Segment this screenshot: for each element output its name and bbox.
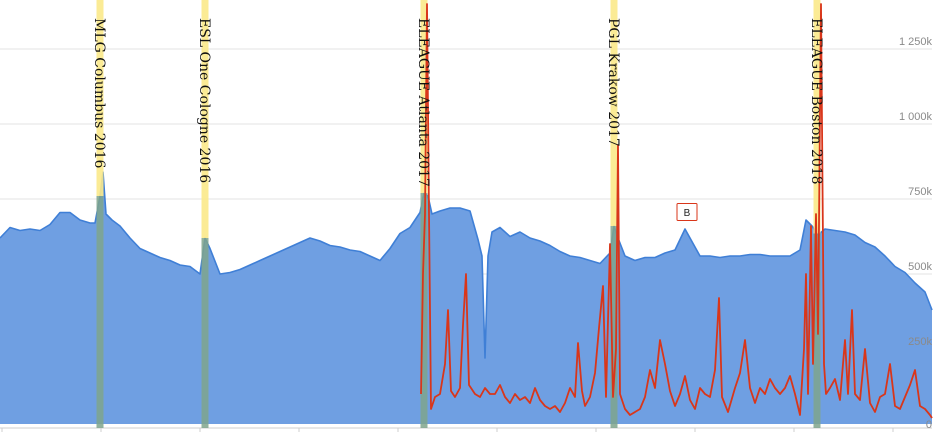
line-series-1 [420, 3, 933, 419]
area-line-series-0 [0, 171, 933, 359]
annotation-marker-label: B [684, 208, 691, 219]
y-tick-label: 1 000k [899, 111, 933, 123]
event-label: ESL One Cologne 2016 [196, 18, 212, 183]
annotation-marker-box[interactable] [676, 203, 698, 221]
event-label: PGL Krakow 2017 [605, 18, 621, 147]
y-tick-label: 500k [908, 261, 932, 273]
event-band [610, 0, 618, 226]
y-tick-label: 1 250k [899, 36, 933, 48]
event-band-overlap [610, 226, 618, 428]
y-tick-label: 250k [908, 336, 932, 348]
event-band-overlap [201, 238, 209, 428]
annotation-markers: B [676, 203, 698, 221]
event-band-overlap [420, 193, 428, 428]
event-label: MLG Columbus 2016 [91, 18, 107, 169]
event-label: ELEAGUE Boston 2018 [808, 18, 824, 185]
event-bands [96, 0, 821, 428]
y-axis-ticks: 0 250k 500k 750k 1 000k 1 250k [899, 36, 933, 431]
event-label: ELEAGUE Atlanta 2017 [415, 18, 431, 187]
event-band [813, 0, 821, 234]
event-band [96, 0, 104, 196]
viewer-line-series [420, 3, 933, 419]
event-band-overlap [813, 233, 821, 428]
event-labels: MLG Columbus 2016 ESL One Cologne 2016 ELE… [91, 18, 824, 187]
event-band [420, 0, 428, 193]
event-band-overlap [96, 196, 104, 428]
event-band [201, 0, 209, 238]
y-tick-label: 0 [926, 419, 932, 431]
y-tick-label: 750k [908, 186, 932, 198]
